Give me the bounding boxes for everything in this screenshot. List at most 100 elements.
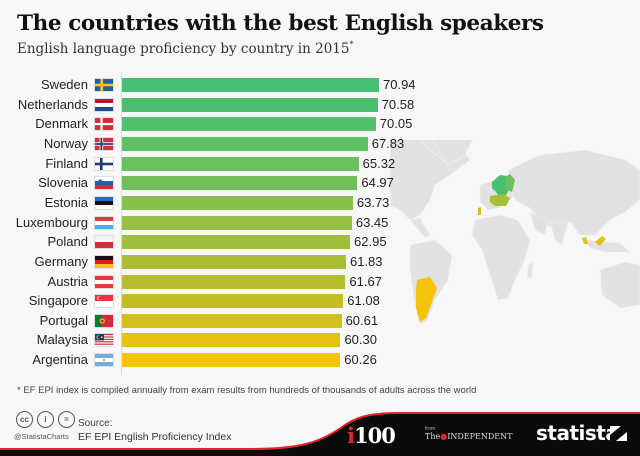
bar[interactable]: [122, 176, 358, 191]
footnote-marker: *: [349, 40, 354, 49]
value-label: 60.30: [344, 332, 377, 348]
country-label: Germany: [34, 253, 88, 269]
eagle-icon: ●: [440, 432, 448, 441]
license-icons: cc i =: [16, 411, 75, 428]
denmark-flag-icon: [94, 117, 114, 132]
i100-logo[interactable]: i100: [347, 423, 396, 448]
world-map: [390, 140, 640, 326]
bar-row-sweden: Sweden 70.94: [0, 77, 420, 93]
bar-row-argentina: Argentina 60.26: [0, 352, 420, 368]
country-label: Singapore: [28, 293, 88, 309]
value-label: 70.94: [383, 77, 416, 92]
attribution-icon: i: [37, 411, 54, 428]
bar-row-finland: Finland 65.32: [0, 156, 420, 172]
i100-i: i: [347, 423, 355, 448]
value-label: 63.73: [356, 194, 390, 210]
singapore-flag-icon: [94, 294, 114, 309]
value-label: 61.83: [349, 253, 383, 269]
value-label: 67.83: [371, 135, 405, 151]
germany-flag-icon: [94, 254, 114, 269]
creative-commons-icon: cc: [16, 411, 33, 428]
value-label: 63.45: [355, 214, 389, 230]
y-axis-line: [121, 72, 122, 375]
bar[interactable]: [122, 353, 341, 368]
bar[interactable]: [122, 156, 359, 171]
country-label: Denmark: [35, 116, 88, 132]
i100-number: 100: [353, 423, 396, 448]
value-label: 65.32: [362, 155, 396, 171]
bar[interactable]: [122, 333, 341, 348]
independent-the: The: [425, 432, 441, 441]
portugal-flag-icon: [94, 313, 114, 328]
map-malaysia: [582, 237, 588, 244]
chart-subtitle: English language proficiency by country …: [17, 40, 354, 57]
argentina-flag-icon: [94, 353, 114, 368]
bar[interactable]: [122, 313, 342, 328]
map-central-europe: [490, 194, 510, 206]
value-label: 60.61: [345, 312, 379, 328]
country-label: Slovenia: [38, 175, 88, 191]
footnote: * EF EPI index is compiled annually from…: [17, 385, 477, 396]
value-label: 64.97: [361, 175, 394, 191]
from-label: from: [425, 426, 435, 432]
bar-row-denmark: Denmark 70.05: [0, 116, 420, 132]
value-label: 70.58: [381, 96, 415, 112]
bar-row-poland: Poland 62.95: [0, 234, 420, 250]
bar-row-malaysia: Malaysia 60.30: [0, 332, 420, 348]
value-label: 61.67: [349, 273, 382, 289]
country-label: Austria: [47, 273, 88, 289]
estonia-flag-icon: [94, 195, 114, 210]
no-derivatives-icon: =: [58, 411, 75, 428]
value-label: 60.26: [344, 352, 377, 368]
bar[interactable]: [122, 254, 346, 269]
bar[interactable]: [122, 136, 368, 151]
statista-handle: @StatistaCharts: [14, 432, 69, 441]
independent-name: INDEPENDENT: [447, 432, 513, 441]
statista-logo-icon: [610, 426, 627, 441]
map-portugal: [478, 207, 481, 215]
map-finland: [505, 174, 515, 192]
country-label: Malaysia: [36, 332, 88, 348]
slovenia-flag-icon: [94, 176, 114, 191]
value-label: 62.95: [354, 234, 387, 250]
bar-row-singapore: Singapore 61.08: [0, 293, 420, 309]
country-label: Sweden: [41, 77, 88, 92]
bar-row-austria: Austria 61.67: [0, 274, 420, 290]
poland-flag-icon: [94, 235, 114, 250]
luxembourg-flag-icon: [94, 215, 114, 230]
bar[interactable]: [122, 274, 346, 289]
bar[interactable]: [122, 78, 379, 92]
malaysia-flag-icon: [94, 333, 114, 348]
austria-flag-icon: [94, 274, 114, 289]
bar-row-netherlands: Netherlands 70.58: [0, 97, 420, 113]
bar[interactable]: [122, 97, 378, 112]
bar[interactable]: [122, 235, 351, 250]
chart-title: The countries with the best English spea…: [17, 11, 544, 36]
country-label: Poland: [47, 234, 88, 250]
bar[interactable]: [122, 117, 376, 132]
bar[interactable]: [122, 294, 344, 309]
country-label: Netherlands: [17, 96, 88, 112]
bar-row-norway: Norway 67.83: [0, 136, 420, 152]
subtitle-text: English language proficiency by country …: [17, 41, 350, 57]
country-label: Argentina: [32, 352, 88, 368]
source-label: Source:: [78, 418, 113, 429]
bar[interactable]: [122, 195, 353, 210]
map-malaysia-borneo: [595, 236, 606, 246]
bar-row-luxembourg: Luxembourg 63.45: [0, 215, 420, 231]
sweden-flag-icon: [94, 78, 114, 92]
statista-logo-text[interactable]: statista: [536, 421, 619, 445]
country-label: Luxembourg: [15, 214, 88, 230]
value-label: 70.05: [379, 116, 413, 132]
source-text: EF EPI English Proficiency Index: [78, 431, 232, 443]
bar[interactable]: [122, 215, 352, 230]
bar-row-germany: Germany 61.83: [0, 254, 420, 270]
finland-flag-icon: [94, 156, 114, 171]
independent-logo[interactable]: The●INDEPENDENT: [425, 432, 512, 441]
country-label: Estonia: [44, 194, 88, 210]
country-label: Finland: [45, 155, 88, 171]
value-label: 61.08: [347, 293, 380, 309]
map-argentina: [416, 277, 437, 322]
bar-row-portugal: Portugal 60.61: [0, 313, 420, 329]
norway-flag-icon: [94, 136, 114, 151]
